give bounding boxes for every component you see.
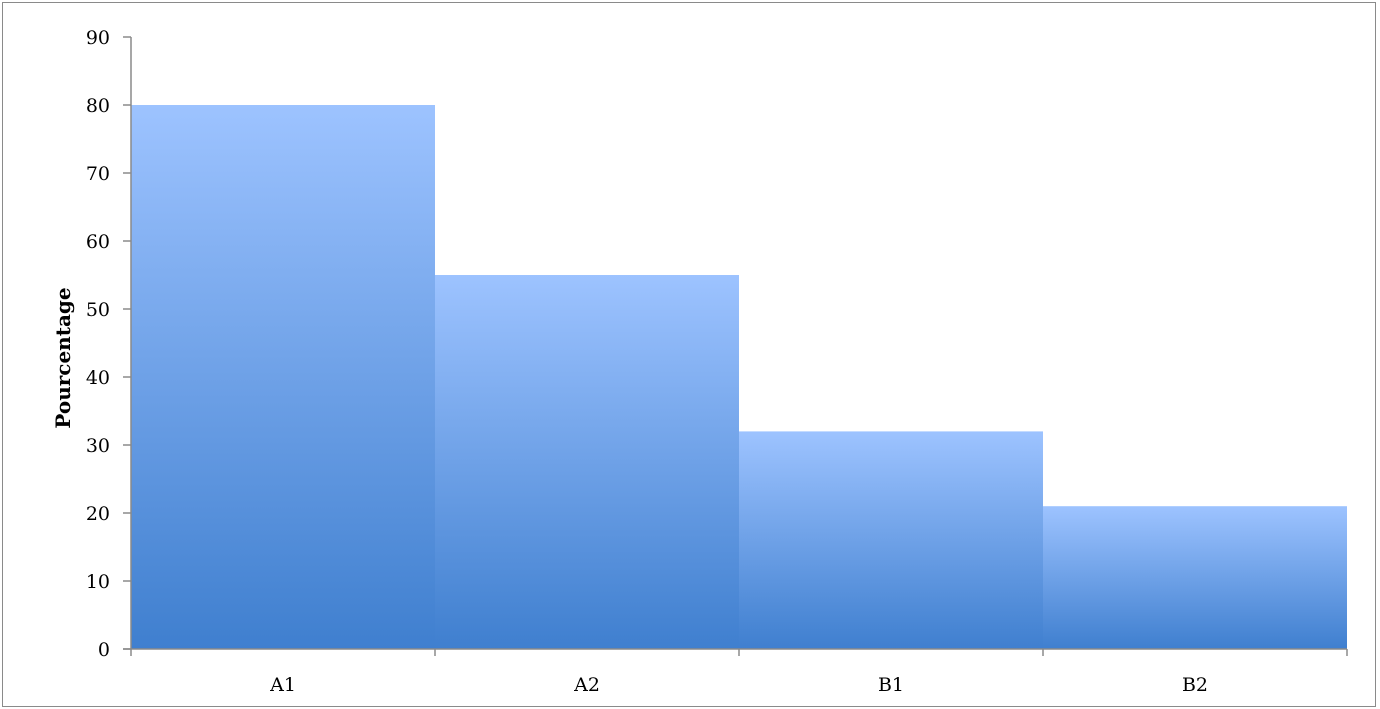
bar-b1 (739, 431, 1043, 649)
bar-a1 (131, 105, 435, 649)
y-axis-ticks: 0 10 20 30 40 50 60 70 80 90 (86, 27, 131, 661)
y-tick-label: 90 (86, 27, 110, 49)
y-tick-label: 70 (86, 163, 110, 185)
bar-b2 (1043, 506, 1347, 649)
y-tick-label: 40 (86, 367, 110, 389)
y-tick-label: 30 (86, 435, 110, 457)
x-axis-labels: A1 A2 B1 B2 (269, 674, 1208, 696)
y-tick-label: 10 (86, 571, 110, 593)
y-tick-label: 20 (86, 503, 110, 525)
x-tick-label-b2: B2 (1182, 674, 1208, 696)
y-tick-label: 80 (86, 95, 110, 117)
x-tick-label-a2: A2 (573, 674, 600, 696)
x-tick-label-b1: B1 (878, 674, 904, 696)
axes-layer (123, 37, 1348, 656)
y-tick-label: 60 (86, 231, 110, 253)
y-tick-label: 50 (86, 299, 110, 321)
bar-a2 (435, 275, 739, 649)
bars-layer (131, 105, 1347, 649)
y-tick-label: 0 (98, 639, 110, 661)
x-tick-label-a1: A1 (269, 674, 296, 696)
y-axis-title: Pourcentage (51, 287, 75, 428)
